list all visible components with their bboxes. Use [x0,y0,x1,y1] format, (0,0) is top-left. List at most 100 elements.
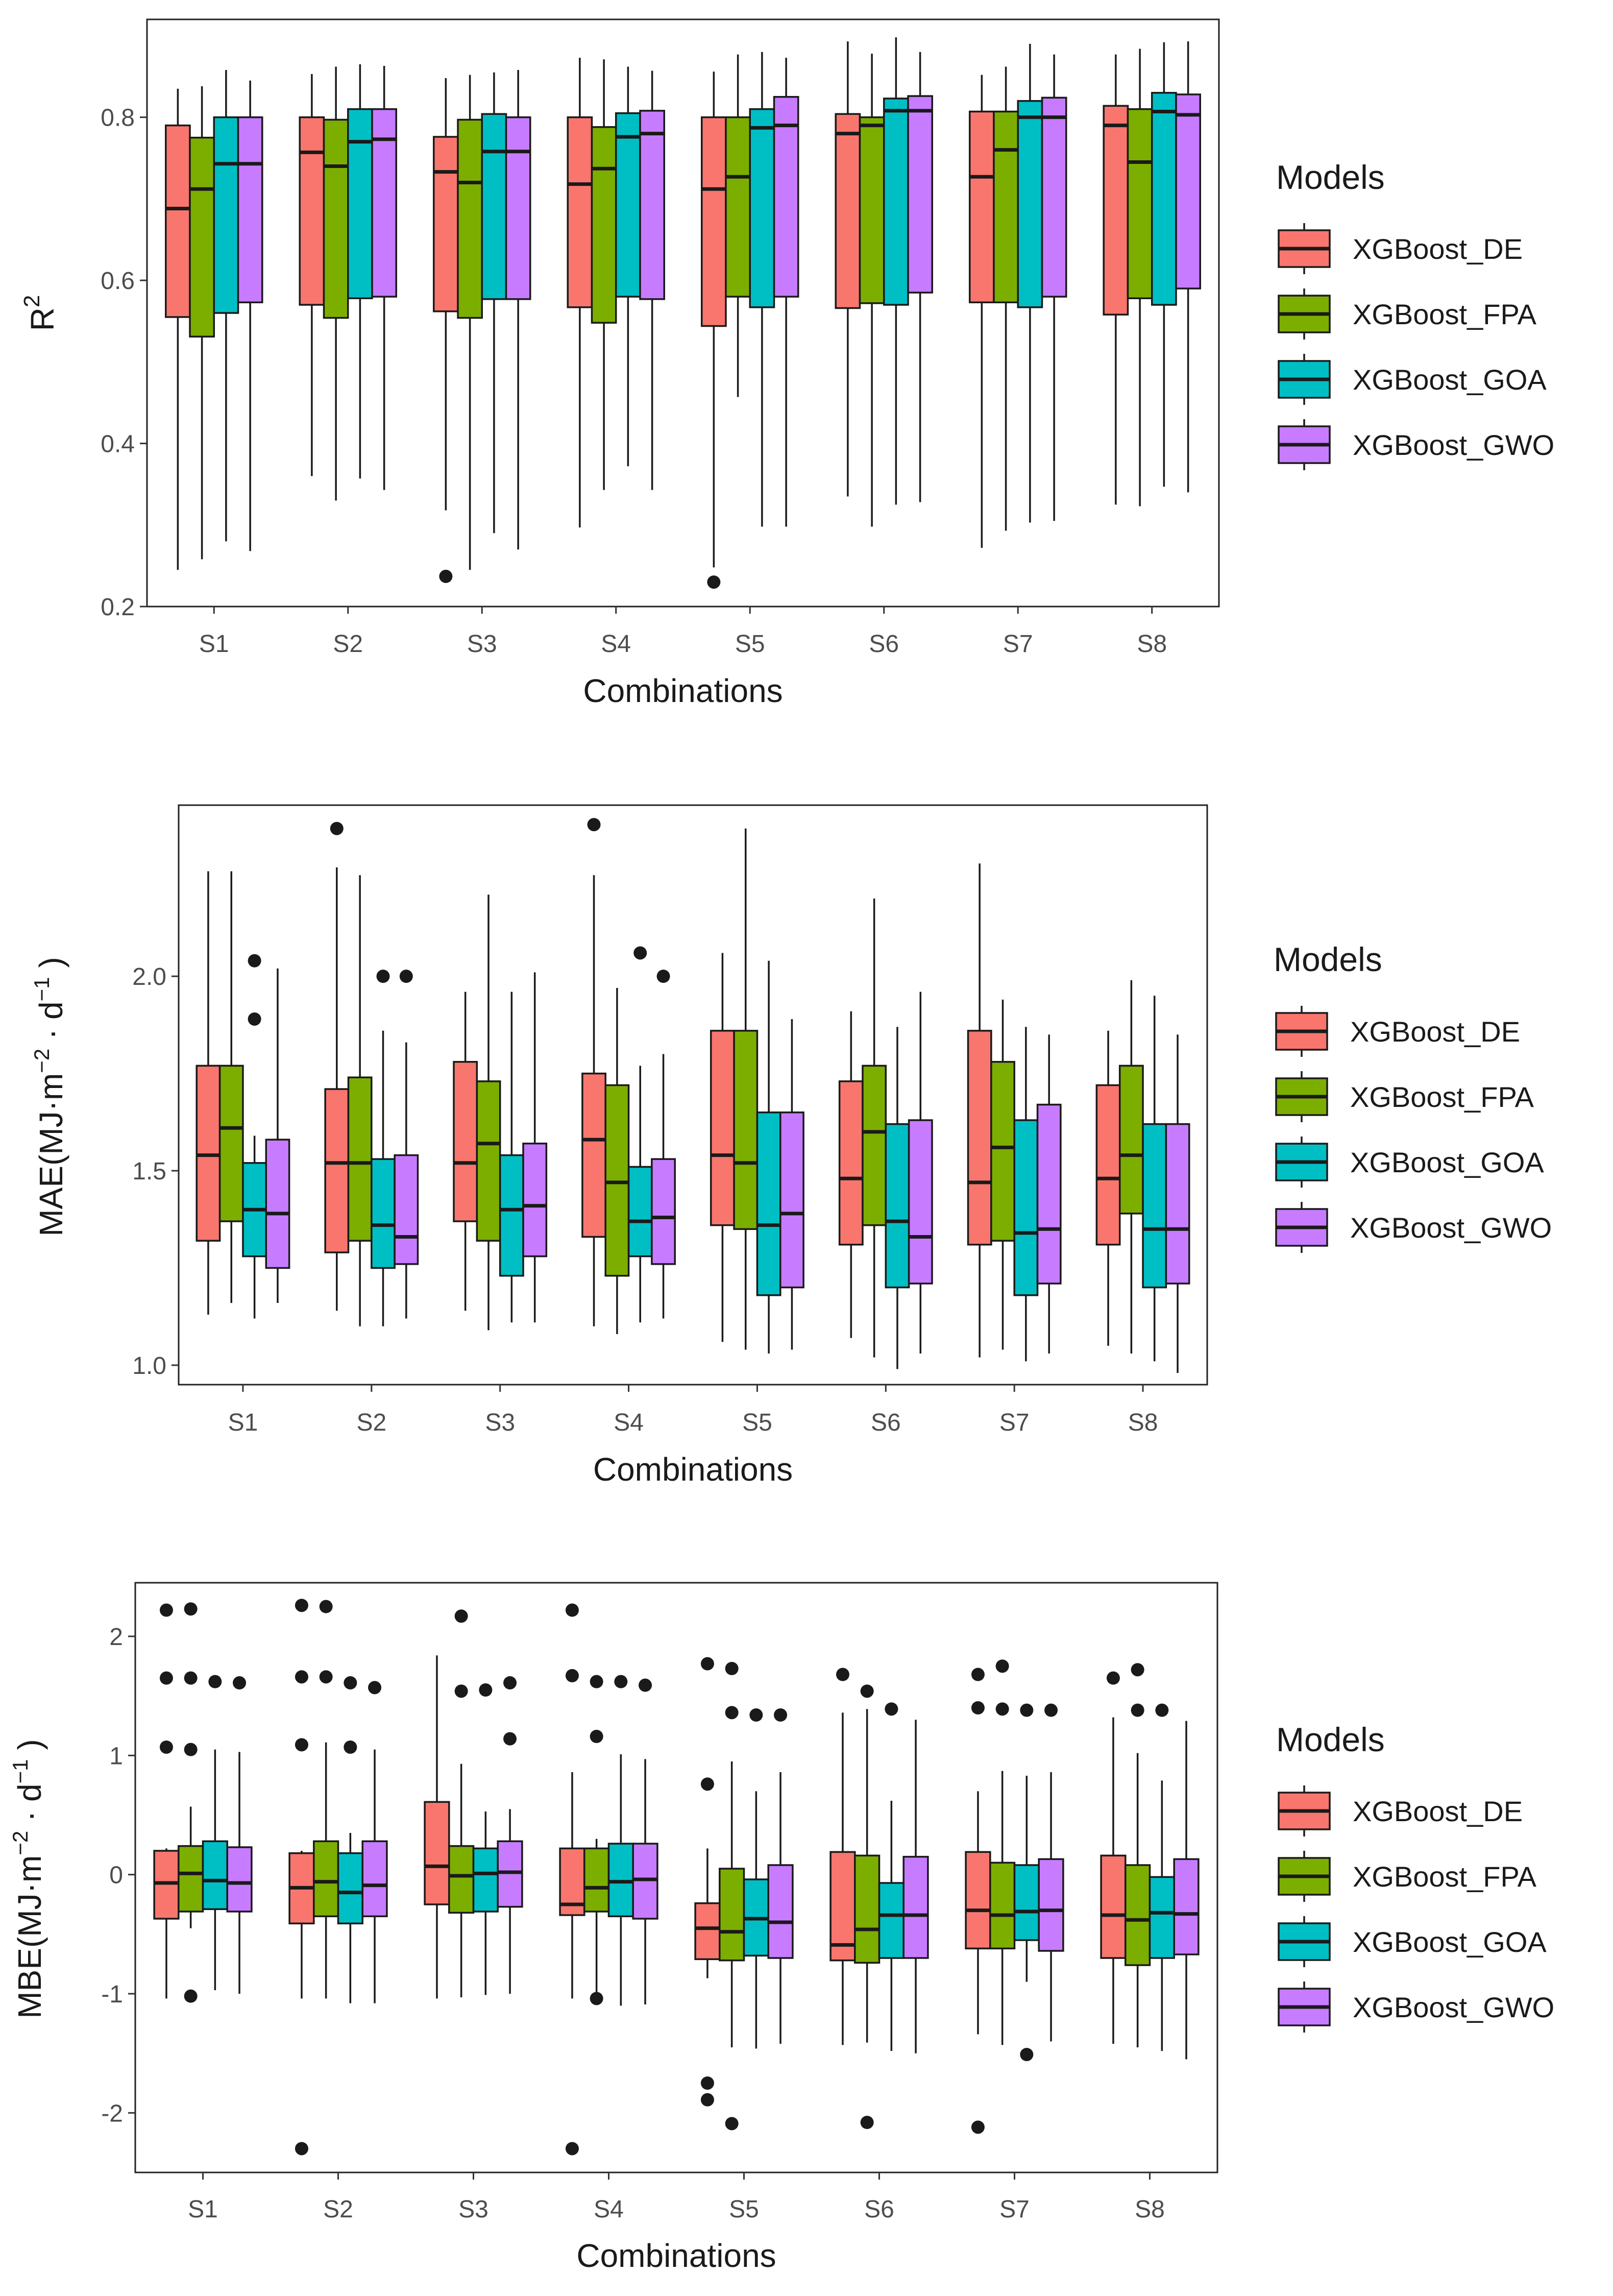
box-XGBoost_GOA-S3 [481,72,507,534]
outlier-point [633,946,647,960]
y-tick-label: 2 [109,1624,123,1651]
box-iqr [226,1846,253,1913]
box-iqr [433,136,459,312]
outlier-point [248,1012,261,1026]
outlier-point [330,821,344,835]
box-iqr [481,113,507,300]
box-iqr [773,95,799,298]
x-tick-label: S5 [735,631,765,658]
panel-r2: 0.2 0.4 0.6 0.8 S1 S2 S3 S4 S5 S6 S7 S8 Combinations… [19,18,1554,709]
box-iqr [178,1845,204,1913]
outlier-point [590,1730,603,1743]
legend-key-XGBoost_DE [1278,223,1331,274]
box-iqr [213,116,239,314]
box-XGBoost_GWO-S8 [1173,1721,1200,2060]
box-iqr [567,116,593,308]
box-iqr [218,1065,244,1222]
box-XGBoost_GWO-S6 [907,52,933,502]
legend-title: Models [1276,158,1385,196]
outlier-point [295,1738,308,1752]
box-iqr [756,1111,781,1296]
box-XGBoost_DE-S4 [567,58,593,528]
outlier-point [1020,2048,1034,2061]
box-iqr [835,113,861,309]
box-iqr [859,116,885,304]
y-axis-title: MBE(MJ·m−2 · d−1 ) [8,1739,48,2018]
legend-key-XGBoost_DE [1275,1006,1328,1057]
x-tick-label: S7 [1003,631,1033,658]
outlier-point [700,2076,714,2090]
x-tick-label: S5 [729,2196,759,2223]
box-iqr [337,1852,363,1925]
box-XGBoost_GOA-S4 [627,946,653,1323]
legend-key-XGBoost_GWO [1278,419,1331,470]
y-tick-label: 2.0 [132,963,166,990]
legend: Models XGBoost_DE XGBoost_FPA XGBoost_GOA XG… [1274,940,1552,1253]
box-XGBoost_GWO-S5 [779,1019,804,1350]
box-iqr [424,1801,450,1905]
box-iqr [829,1851,856,1962]
box-iqr [969,110,995,303]
legend-label: XGBoost_GOA [1350,1146,1544,1178]
box-XGBoost_DE-S3 [453,992,478,1311]
x-tick-label: S3 [458,2196,488,2223]
box-XGBoost_DE-S8 [1103,54,1129,505]
box-XGBoost_GWO-S5 [767,1708,794,2044]
x-tick-label: S5 [742,1409,772,1436]
box-iqr [719,1868,745,1962]
outlier-point [1044,1703,1058,1717]
outlier-point [725,2117,739,2131]
box-XGBoost_GOA-S2 [371,970,396,1326]
box-XGBoost_GWO-S5 [773,58,799,527]
box-iqr [476,1080,501,1242]
outlier-point [184,1602,198,1616]
box-iqr [878,1882,905,1959]
box-XGBoost_GOA-S3 [499,992,524,1323]
box-iqr [1175,93,1201,289]
y-tick-label: -1 [101,1981,123,2008]
box-XGBoost_DE-S7 [967,863,992,1358]
outlier-point [376,970,390,983]
box-XGBoost_GOA-S2 [347,64,373,479]
outlier-point [159,1741,173,1754]
box-XGBoost_FPA-S7 [990,999,1015,1350]
x-axis-title: Combinations [583,672,783,709]
box-XGBoost_GOA-S6 [878,1702,905,2051]
outlier-point [860,2116,874,2129]
box-iqr [581,1072,606,1238]
legend-label: XGBoost_DE [1350,1016,1520,1048]
legend-label: XGBoost_DE [1353,1795,1523,1827]
box-XGBoost_FPA-S6 [854,1684,881,2129]
x-tick-label: S3 [485,1409,515,1436]
box-XGBoost_FPA-S3 [476,895,501,1331]
box-XGBoost_FPA-S1 [189,86,215,560]
legend-title: Models [1274,940,1382,978]
x-tick-label: S2 [333,631,363,658]
outlier-point [439,569,453,583]
box-iqr [1017,100,1043,308]
box-iqr [522,1142,548,1258]
box-XGBoost_DE-S8 [1095,1030,1121,1346]
x-tick-label: S2 [356,1409,386,1436]
box-iqr [749,108,775,308]
x-axis-title: Combinations [593,1451,793,1488]
outlier-point [707,575,721,589]
box-XGBoost_DE-S4 [581,818,606,1326]
box-iqr [1173,1858,1200,1955]
outlier-point [295,1599,308,1612]
legend-key-XGBoost_GOA [1275,1137,1328,1188]
box-XGBoost_GOA-S7 [1013,1027,1039,1362]
box-iqr [990,1061,1015,1242]
box-XGBoost_DE-S7 [965,1667,991,2134]
box-iqr [767,1864,794,1959]
box-iqr [907,95,933,294]
box-XGBoost_GWO-S7 [1036,1034,1062,1354]
box-XGBoost_DE-S4 [559,1603,585,2156]
box-XGBoost_GWO-S7 [1041,54,1067,521]
legend-label: XGBoost_GOA [1353,1926,1547,1958]
plot-frame [146,18,1220,608]
outlier-point [233,1676,247,1689]
box-XGBoost_FPA-S8 [1125,1663,1151,2047]
x-tick-label: S4 [594,2196,624,2223]
outlier-point [159,1671,173,1685]
